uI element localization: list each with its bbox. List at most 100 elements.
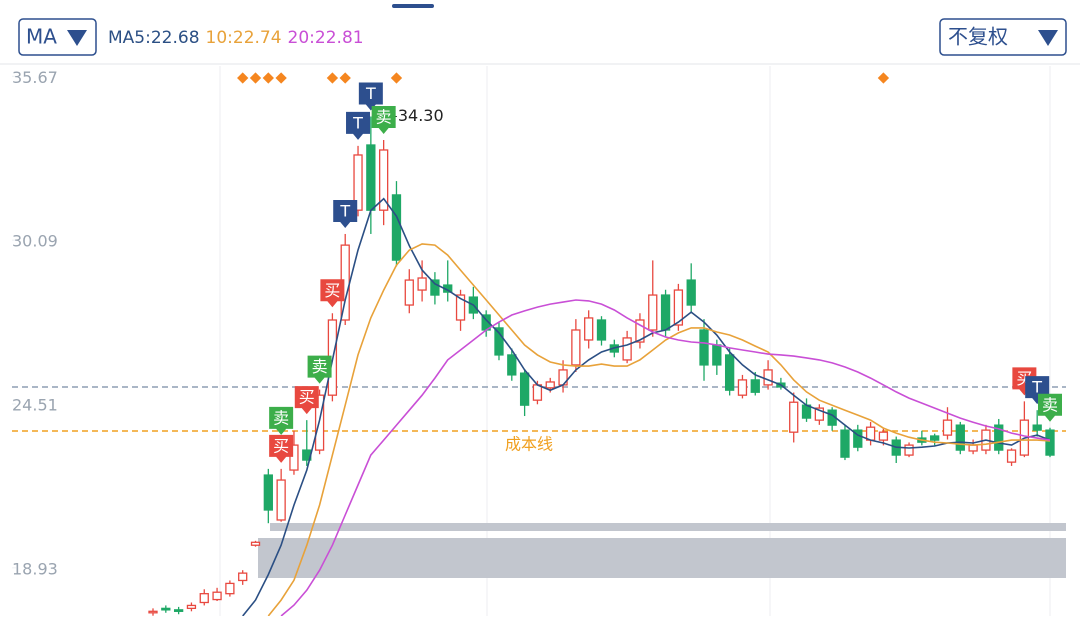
candle-body	[648, 294, 658, 331]
signal-marker	[390, 72, 403, 84]
signal-badge	[307, 355, 332, 384]
candle-body	[584, 317, 594, 341]
signal-badge	[1038, 393, 1062, 422]
candle-body	[161, 607, 171, 611]
candle-body	[519, 372, 530, 406]
signal-label: 卖	[312, 357, 328, 376]
adjust-text: 不复权	[948, 25, 1008, 49]
y-tick-label: 35.67	[12, 68, 58, 87]
adjust-button[interactable]	[939, 18, 1067, 56]
candle-body	[353, 154, 363, 211]
candle-body	[994, 424, 1004, 451]
signal-label: T	[1031, 378, 1042, 397]
candle-body	[173, 609, 184, 612]
candle-body	[186, 604, 197, 610]
signal-marker	[877, 72, 890, 84]
candle-body	[930, 435, 940, 441]
signal-badge	[294, 386, 319, 415]
signal-label: 买	[273, 436, 289, 455]
signal-label: T	[365, 84, 376, 103]
candle-body	[814, 407, 824, 421]
candle-body	[968, 444, 978, 452]
signal-label: 卖	[376, 107, 392, 126]
candle-body	[366, 144, 376, 211]
signal-badge	[358, 82, 383, 111]
indicator-button[interactable]	[18, 18, 97, 56]
page-indicator	[392, 4, 434, 8]
candle-body	[853, 429, 863, 448]
dropdown-arrow	[67, 30, 87, 46]
candle-body	[199, 593, 209, 604]
signal-label: T	[339, 201, 350, 220]
candle-body	[763, 369, 773, 386]
candle-body	[712, 344, 722, 366]
signal-marker	[262, 72, 274, 84]
signal-badge	[333, 199, 358, 228]
candle-body	[545, 381, 555, 389]
ma-label: MA5:22.68	[108, 28, 200, 48]
signal-label: 买	[299, 388, 315, 407]
candle-body	[622, 337, 632, 361]
signal-marker	[326, 72, 339, 84]
signal-marker	[275, 72, 287, 84]
dropdown-arrow	[1038, 30, 1058, 46]
ma-label: 10:22.74	[206, 28, 282, 48]
candle-body	[1045, 429, 1055, 456]
candle-body	[750, 379, 760, 393]
candle-body	[391, 194, 402, 261]
ma-line	[242, 197, 1051, 617]
candle-body	[737, 379, 748, 396]
signal-badge	[371, 105, 396, 134]
indicator-text: MA	[26, 25, 57, 49]
candle-body	[417, 277, 427, 291]
candle-body	[840, 429, 850, 458]
signal-badge	[269, 434, 294, 463]
signal-marker	[249, 72, 262, 84]
y-tick-label: 18.93	[12, 559, 58, 578]
candle-body	[686, 279, 696, 306]
signal-label: 卖	[1042, 395, 1058, 414]
candle-body	[212, 591, 222, 601]
signal-label: 卖	[273, 408, 289, 427]
y-tick-label: 30.09	[12, 232, 58, 251]
candle-body	[673, 289, 684, 326]
candle-body	[379, 149, 389, 211]
signal-label: 买	[324, 281, 340, 300]
max-label: 34.30	[398, 106, 444, 125]
signal-marker	[237, 72, 249, 84]
candle-body	[878, 431, 889, 441]
signal-badge	[346, 111, 371, 140]
candle-body	[148, 610, 158, 614]
candle-body	[494, 327, 504, 356]
candle-body	[404, 279, 414, 306]
candle-body	[571, 329, 581, 366]
candle-body	[532, 384, 543, 401]
candle-body	[225, 582, 235, 595]
candle-body	[238, 572, 248, 582]
candle-body	[1006, 449, 1017, 463]
chip-band	[258, 538, 1066, 578]
candle-body	[455, 294, 466, 321]
signal-label: T	[352, 113, 363, 132]
signal-marker	[339, 72, 351, 84]
ma-line	[280, 299, 1051, 617]
candle-body	[276, 479, 286, 521]
signal-badge	[320, 279, 345, 308]
candle-body	[1032, 424, 1042, 431]
candle-body	[942, 419, 953, 436]
candle-body	[263, 474, 273, 511]
candle-body	[724, 354, 735, 391]
candle-body	[955, 424, 965, 451]
candle-body	[699, 329, 709, 366]
chip-band	[270, 523, 1066, 531]
candle-body	[789, 401, 799, 433]
ma-label: 20:22.81	[288, 28, 364, 48]
candle-body	[596, 319, 607, 341]
y-tick-label: 24.51	[12, 395, 58, 414]
reference-label: 成本线	[505, 435, 553, 454]
candle-body	[289, 444, 299, 471]
candle-body	[430, 279, 440, 296]
candle-body	[635, 319, 645, 343]
